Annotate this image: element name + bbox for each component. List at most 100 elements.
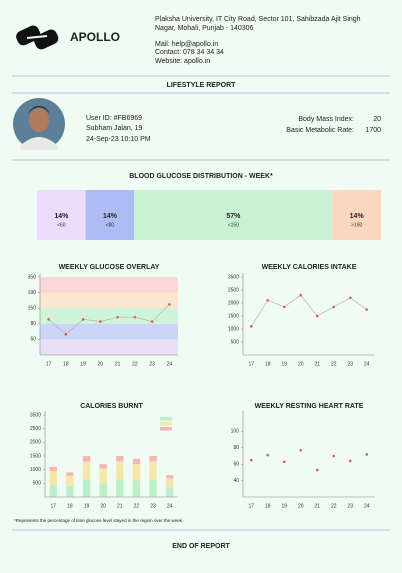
x-tick-label: 18 xyxy=(67,503,73,509)
user-name: Subham Jalan, 19 xyxy=(86,125,143,132)
bar-segment xyxy=(166,478,174,488)
glucose-band xyxy=(40,308,178,324)
segment-range: <150 xyxy=(228,222,239,228)
segment-percent: 57% xyxy=(226,213,241,220)
segment-percent: 14% xyxy=(54,213,69,220)
point xyxy=(332,454,336,458)
point xyxy=(249,458,253,462)
report-datetime: 24-Sep-23 10:10 PM xyxy=(86,136,151,143)
address-line: Plaksha University, IT City Road, Sector… xyxy=(155,16,361,23)
profile-photo xyxy=(13,98,65,150)
bar-segment xyxy=(82,461,91,480)
x-tick-label: 18 xyxy=(265,503,271,509)
chart-title: WEEKLY GLUCOSE OVERLAY xyxy=(59,264,160,271)
point xyxy=(81,318,85,321)
y-tick-label: 40 xyxy=(233,478,239,484)
mail: Mail: help@apollo.in xyxy=(155,41,218,48)
bar-segment xyxy=(66,472,74,476)
x-tick-label: 17 xyxy=(248,361,254,367)
distribution-segment xyxy=(332,190,381,240)
y-tick-label: 80 xyxy=(30,321,36,327)
x-tick-label: 22 xyxy=(132,361,138,367)
point xyxy=(365,453,369,456)
legend-swatch xyxy=(160,422,172,426)
metric-label: Body Mass Index: xyxy=(298,116,354,123)
legend-swatch xyxy=(160,417,172,421)
y-tick-label: 3500 xyxy=(228,274,239,280)
y-tick-label: 2500 xyxy=(228,287,239,293)
segment-percent: 14% xyxy=(350,213,365,220)
website: Website: apollo.in xyxy=(155,58,210,65)
point xyxy=(47,318,50,321)
point xyxy=(299,448,303,452)
segment-range: <80 xyxy=(106,222,115,228)
point xyxy=(99,320,102,323)
distribution-title: BLOOD GLUCOSE DISTRIBUTION - WEEK* xyxy=(129,173,273,180)
x-tick-label: 24 xyxy=(364,503,370,509)
glucose-band xyxy=(40,339,178,355)
x-tick-label: 20 xyxy=(100,503,106,509)
contact: Contact: 078 34 34 34 xyxy=(155,49,224,56)
bar-segment xyxy=(116,479,124,497)
line xyxy=(250,294,367,327)
x-tick-label: 19 xyxy=(281,503,287,509)
y-tick-label: 100 xyxy=(231,429,240,435)
bar-segment xyxy=(149,461,157,480)
y-tick-label: 1000 xyxy=(228,326,239,332)
distribution-segment xyxy=(37,190,86,240)
footer: END OF REPORT xyxy=(172,543,230,550)
bar-segment xyxy=(49,484,57,497)
y-tick-label: 1500 xyxy=(30,453,41,459)
bar-segment xyxy=(149,456,157,462)
bar-segment xyxy=(49,466,57,472)
bar-segment xyxy=(132,480,141,497)
bar-segment xyxy=(82,479,91,497)
x-tick-label: 19 xyxy=(84,503,90,509)
bar-segment xyxy=(99,468,107,484)
y-tick-label: 1000 xyxy=(30,467,41,473)
logo xyxy=(16,25,59,50)
point xyxy=(266,299,270,302)
segment-range: >190 xyxy=(351,222,362,228)
line xyxy=(48,304,170,335)
bar-segment xyxy=(66,486,74,497)
point xyxy=(315,314,319,318)
x-tick-label: 23 xyxy=(149,361,155,367)
point xyxy=(282,460,286,464)
bar-segment xyxy=(166,487,174,497)
bar-segment xyxy=(49,471,57,485)
point xyxy=(348,459,352,463)
y-tick-label: 500 xyxy=(231,339,240,345)
y-tick-label: 60 xyxy=(233,462,239,468)
bar-segment xyxy=(166,475,174,479)
x-tick-label: 20 xyxy=(298,503,304,509)
bar-segment xyxy=(116,461,124,480)
y-tick-label: 190 xyxy=(28,290,37,296)
x-tick-label: 20 xyxy=(98,361,104,367)
x-tick-label: 24 xyxy=(364,361,370,367)
x-tick-label: 21 xyxy=(314,503,320,509)
distribution-segment xyxy=(134,190,333,240)
glucose-band xyxy=(40,292,178,309)
y-tick-label: 2500 xyxy=(30,426,41,432)
x-tick-label: 21 xyxy=(117,503,123,509)
point xyxy=(150,320,154,323)
x-tick-label: 20 xyxy=(298,361,304,367)
x-tick-label: 21 xyxy=(115,361,121,367)
bar-segment xyxy=(82,456,91,462)
chart-title: WEEKLY CALORIES INTAKE xyxy=(262,264,357,271)
chart-title: WEEKLY RESTING HEART RATE xyxy=(255,403,364,410)
point xyxy=(282,305,286,309)
point xyxy=(64,332,68,336)
x-tick-label: 17 xyxy=(51,503,57,509)
bar-segment xyxy=(149,479,157,497)
x-tick-label: 19 xyxy=(281,361,287,367)
point xyxy=(348,296,352,300)
x-tick-label: 19 xyxy=(80,361,86,367)
user-id: User ID: #FB6969 xyxy=(86,115,142,122)
y-tick-label: 3500 xyxy=(30,412,41,418)
point xyxy=(116,315,119,319)
y-tick-label: 50 xyxy=(30,337,36,343)
glucose-band xyxy=(40,277,178,293)
bar-segment xyxy=(132,464,141,481)
